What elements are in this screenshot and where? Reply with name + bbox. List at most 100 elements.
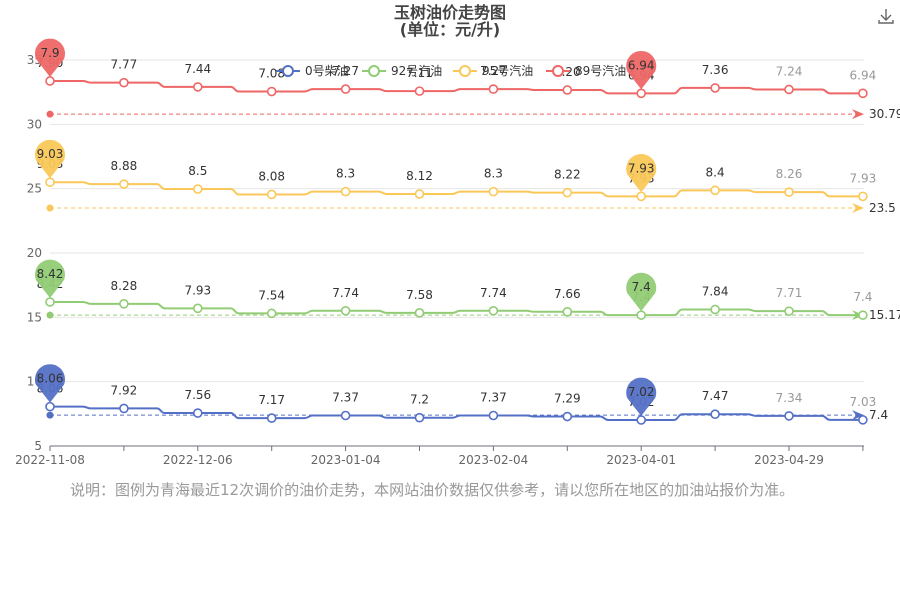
x-tick-label: 2022-12-06 <box>163 453 233 467</box>
data-label: 7.44 <box>184 62 211 76</box>
data-point <box>119 403 129 414</box>
max-pin-label: 8.42 <box>37 267 64 281</box>
data-point <box>636 310 647 320</box>
data-label: 7.77 <box>111 58 138 72</box>
data-point <box>858 191 868 202</box>
min-pin-marker <box>626 272 657 312</box>
series-line-1 <box>50 301 863 317</box>
download-icon[interactable] <box>876 6 896 26</box>
data-point <box>340 410 351 421</box>
legend-label-2: 95号汽油 <box>482 63 533 78</box>
max-pin-label: 9.03 <box>37 147 64 161</box>
average-label: 23.5 <box>869 201 896 215</box>
series-line-0 <box>50 405 863 422</box>
y-tick-label: 30 <box>27 117 42 131</box>
data-point <box>266 86 277 97</box>
data-point <box>340 84 351 94</box>
data-point <box>119 299 129 309</box>
disclaimer-note: 说明：图例为青海最近12次调价的油价走势，本网站油价数据仅供参考，请以您所在地区… <box>70 481 795 499</box>
data-point <box>636 415 647 425</box>
data-point <box>45 401 55 412</box>
data-label: 7.37 <box>480 391 507 405</box>
data-point <box>266 189 277 200</box>
max-pin-label: 7.9 <box>40 46 59 60</box>
min-pin-label: 6.94 <box>628 58 655 72</box>
data-point <box>636 88 647 99</box>
average-label: 30.79 <box>869 107 900 121</box>
data-point <box>266 308 277 319</box>
x-tick-label: 2023-04-01 <box>606 453 676 467</box>
y-tick-label: 20 <box>27 246 42 260</box>
average-label: 15.17 <box>869 308 900 322</box>
average-start-dot <box>46 311 54 319</box>
max-pin-marker <box>35 139 65 179</box>
data-label: 7.36 <box>702 63 729 77</box>
legend-marker <box>552 65 564 77</box>
legend-label-3: 89号汽油 <box>575 63 626 78</box>
data-label: 7.03 <box>850 395 877 409</box>
data-point <box>710 83 720 93</box>
data-point <box>784 187 794 197</box>
data-point <box>340 186 351 197</box>
data-point <box>710 409 720 420</box>
data-point <box>488 186 499 197</box>
data-point <box>414 412 425 423</box>
data-point <box>488 305 499 316</box>
legend-label-1: 92号汽油 <box>391 63 442 78</box>
data-label: 7.74 <box>332 286 359 300</box>
legend-marker <box>282 65 294 77</box>
data-point <box>858 88 868 99</box>
data-point <box>488 84 499 94</box>
y-tick-label: 15 <box>27 310 42 324</box>
data-label: 8.12 <box>406 169 433 183</box>
min-pin-label: 7.93 <box>628 161 655 175</box>
data-label: 8.22 <box>554 168 581 182</box>
data-point <box>636 191 647 202</box>
data-point <box>414 189 425 199</box>
data-label: 7.11 <box>406 66 433 80</box>
data-label: 7.29 <box>554 392 581 406</box>
data-label: 7.84 <box>702 284 729 298</box>
max-pin-marker <box>35 364 65 403</box>
data-point <box>858 415 868 425</box>
data-point <box>784 411 794 421</box>
data-label: 7.27 <box>332 64 359 78</box>
data-label: 7.93 <box>850 171 877 185</box>
max-pin-marker <box>35 38 65 77</box>
min-pin-marker <box>626 50 657 90</box>
chart-title: 玉树油价走势图 <box>393 3 506 22</box>
data-label: 8.3 <box>336 167 355 181</box>
data-point <box>193 82 203 92</box>
average-start-dot <box>46 204 54 212</box>
average-label: 7.4 <box>869 408 888 422</box>
data-point <box>45 76 55 86</box>
data-label: 7.92 <box>111 383 138 397</box>
legend-label-0: 0号柴油 <box>305 64 349 78</box>
legend-marker <box>368 65 380 77</box>
series-line-2 <box>50 181 863 198</box>
data-label: 8.08 <box>258 169 285 183</box>
data-point <box>562 411 573 422</box>
data-point <box>414 308 425 318</box>
data-point <box>784 84 794 95</box>
data-point <box>193 408 203 418</box>
min-pin-label: 7.4 <box>632 280 651 294</box>
data-point <box>266 413 277 423</box>
data-point <box>45 297 55 307</box>
data-label: 7.08 <box>258 67 285 81</box>
series-line-3 <box>50 79 863 95</box>
data-point <box>710 304 720 315</box>
min-pin-marker <box>626 154 657 193</box>
data-label: 8.3 <box>484 167 503 181</box>
data-label: 7.56 <box>184 388 211 402</box>
average-arrow-icon <box>852 109 864 120</box>
data-point <box>340 305 351 316</box>
data-point <box>710 185 720 196</box>
average-start-dot <box>46 411 54 419</box>
data-label: 7.34 <box>776 391 803 405</box>
x-tick-label: 2023-01-04 <box>311 453 381 467</box>
data-label: 7.74 <box>480 286 507 300</box>
average-start-dot <box>46 110 54 118</box>
min-pin-marker <box>626 377 657 417</box>
